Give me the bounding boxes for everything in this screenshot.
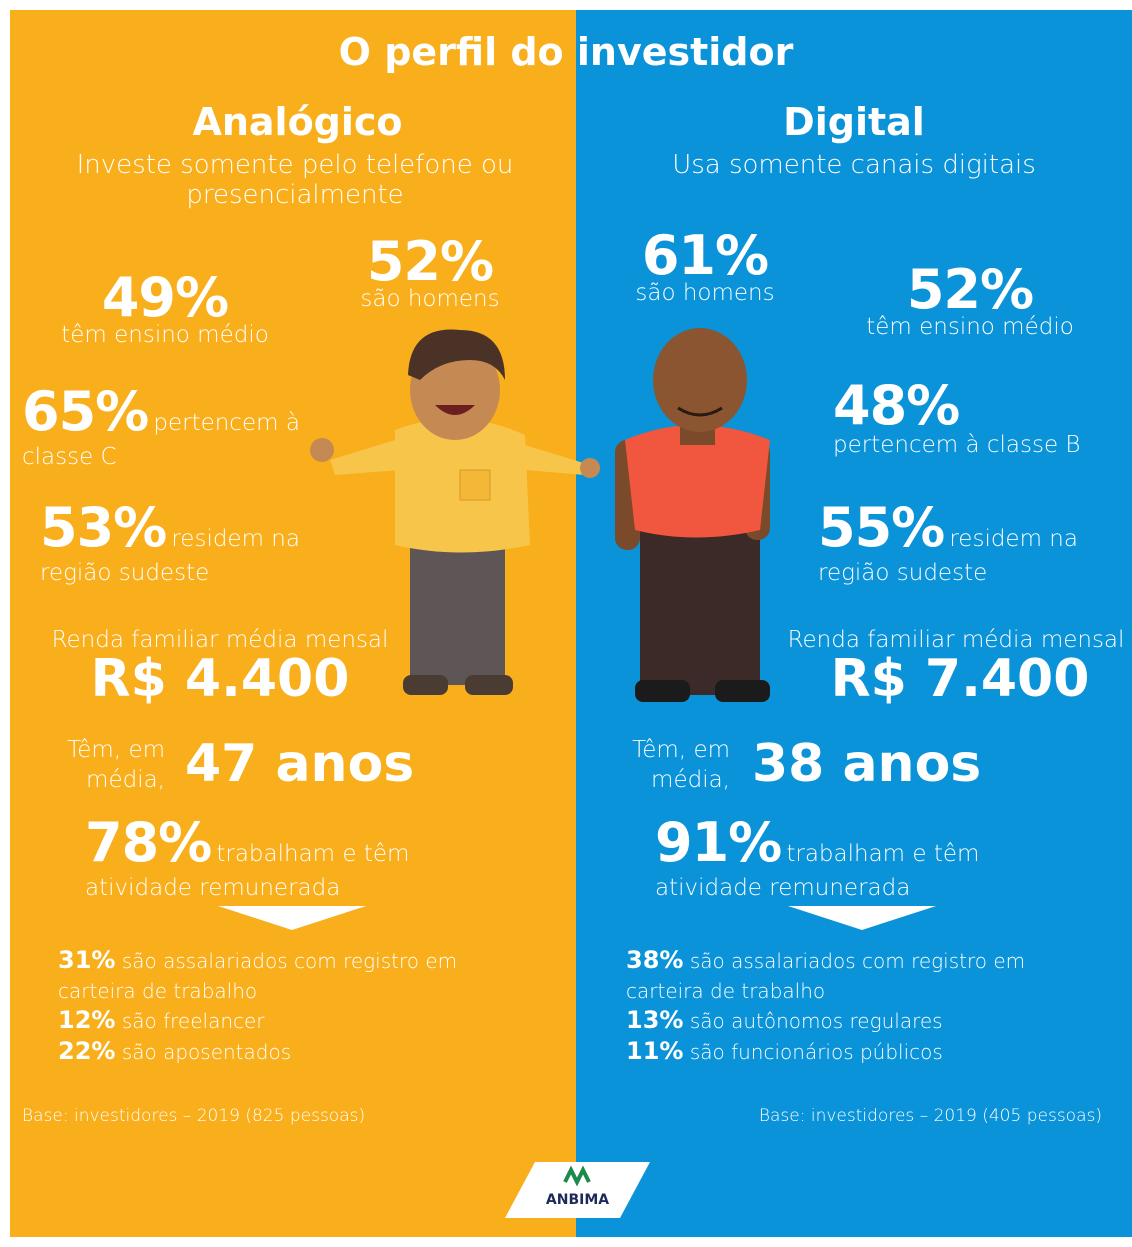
stat: 61%são homens [605,226,805,308]
arrow [788,906,938,932]
breakdown-value: 12% [58,1006,115,1034]
breakdown-value: 38% [626,946,683,974]
stat-value: 48% [833,376,1113,436]
stat-value: 49% [40,268,290,328]
work-stat: 91% trabalham e têm atividade remunerada [655,813,1015,903]
heading: Analógico [10,100,585,144]
breakdown-value: 22% [58,1037,115,1065]
stat-value: 52% [845,260,1095,320]
breakdown-value: 11% [626,1037,683,1065]
stat: 52%têm ensino médio [845,260,1095,342]
stat-label: pertencem à classe B [833,430,1113,460]
stat: 65% pertencem à classe C [22,382,312,472]
infographic: O perfil do investidor Analógico Investe… [0,0,1132,1247]
stat-value: 91% [655,811,781,874]
income: R$ 4.400 [20,650,420,708]
stat-label: são homens [605,278,805,308]
stat-value: 52% [330,232,530,292]
breakdown-item: 31% são assalariados com registro em car… [58,946,498,1006]
stat: 55% residem na região sudeste [818,498,1108,588]
age-label: Têm, em média, [618,735,730,795]
stat: 48%pertencem à classe B [833,376,1113,460]
age: 38 anos [752,735,981,793]
breakdown-label: são assalariados com registro em carteir… [58,949,457,1003]
base-note: Base: investidores – 2019 (405 pessoas) [759,1106,1102,1126]
logo: ANBIMA [505,1192,650,1208]
breakdown-item: 38% são assalariados com registro em car… [626,946,1066,1006]
stat-value: 78% [85,811,211,874]
stat-value: 55% [818,496,944,559]
stat-label: têm ensino médio [40,320,290,350]
heading: Digital [576,100,1132,144]
work-stat: 78% trabalham e têm atividade remunerada [85,813,445,903]
stat-value: 65% [22,380,148,443]
title: O perfil do investidor [0,30,1132,74]
figure-digital [610,330,800,710]
breakdown-label: são freelancer [122,1009,265,1033]
breakdown-item: 13% são autônomos regulares [626,1006,1066,1037]
base-note: Base: investidores – 2019 (825 pessoas) [22,1106,365,1126]
stat: 49%têm ensino médio [40,268,290,350]
breakdown-item: 11% são funcionários públicos [626,1037,1066,1068]
breakdown-value: 31% [58,946,115,974]
subtitle: Usa somente canais digitais [576,150,1132,180]
stat-label: têm ensino médio [845,312,1095,342]
stat-value: 61% [605,226,805,286]
age: 47 anos [185,735,414,793]
arrow [218,906,368,932]
breakdown-label: são autônomos regulares [690,1009,943,1033]
breakdown-label: são aposentados [122,1040,291,1064]
logo-badge [505,1162,650,1220]
breakdown: 38% são assalariados com registro em car… [626,946,1066,1067]
stat-value: 53% [40,496,166,559]
breakdown-value: 13% [626,1006,683,1034]
breakdown-item: 12% são freelancer [58,1006,498,1037]
breakdown: 31% são assalariados com registro em car… [58,946,498,1067]
subtitle: Investe somente pelo telefone ou presenc… [55,150,535,210]
breakdown-label: são funcionários públicos [690,1040,943,1064]
breakdown-label: são assalariados com registro em carteir… [626,949,1025,1003]
age-label: Têm, em média, [55,735,165,795]
stat: 53% residem na região sudeste [40,498,320,588]
income: R$ 7.400 [780,650,1132,708]
breakdown-item: 22% são aposentados [58,1037,498,1068]
stat-label: são homens [330,284,530,314]
stat: 52%são homens [330,232,530,314]
